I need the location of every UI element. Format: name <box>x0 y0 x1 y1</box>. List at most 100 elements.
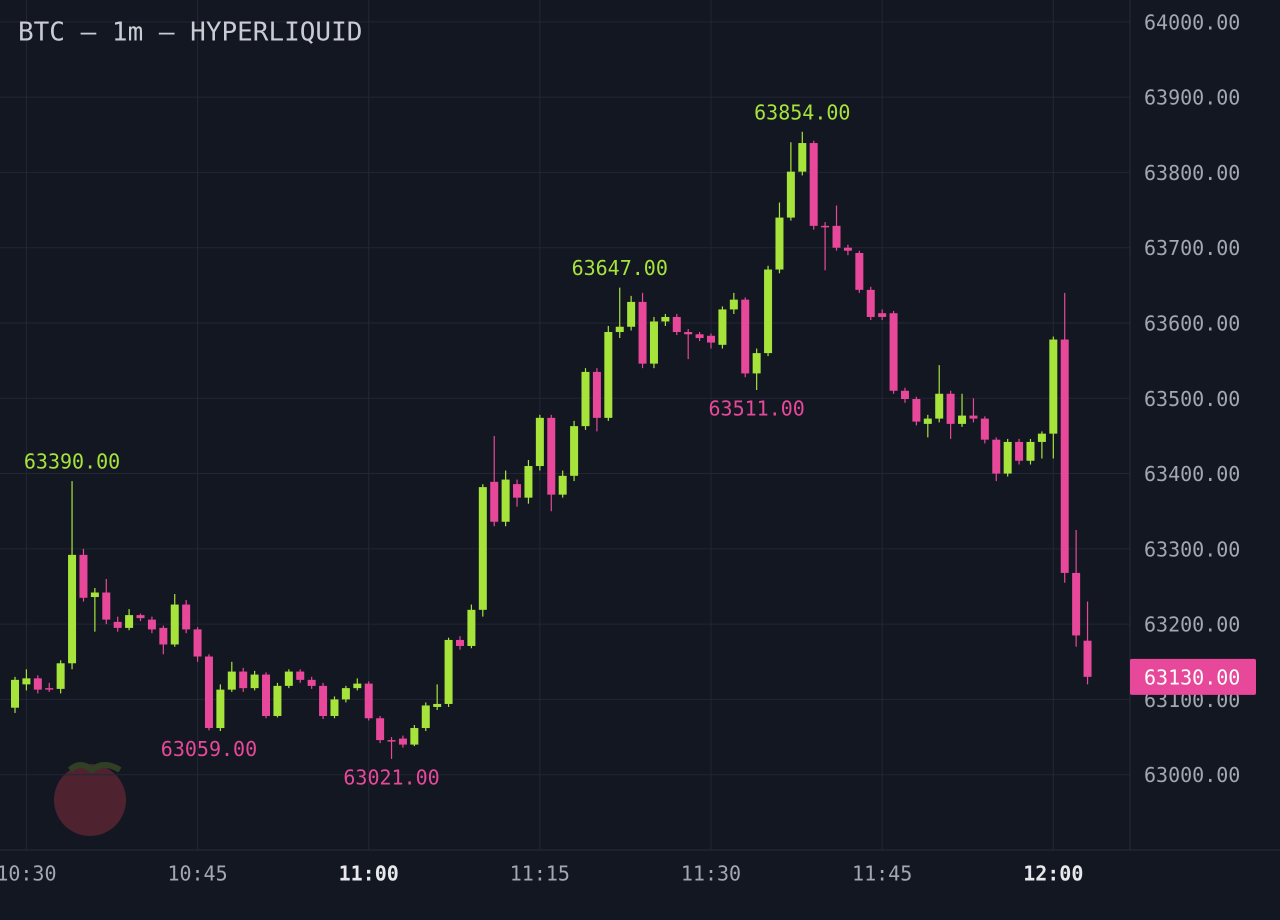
candle-body <box>832 225 841 248</box>
candle-body <box>581 371 590 427</box>
candle-body <box>969 415 978 419</box>
candle-body <box>45 688 54 690</box>
y-tick-label: 63500.00 <box>1144 387 1240 411</box>
last-price-tag <box>1130 658 1256 695</box>
candle-body <box>33 678 42 690</box>
x-tick-label: 11:30 <box>681 862 741 886</box>
candle-body <box>547 417 556 495</box>
candle-body <box>193 629 202 657</box>
candle-body <box>79 554 88 598</box>
candle-body <box>741 299 750 374</box>
y-tick-label: 63800.00 <box>1144 161 1240 185</box>
y-tick-label: 63700.00 <box>1144 236 1240 260</box>
y-tick-label: 63000.00 <box>1144 763 1240 787</box>
x-tick-label: 11:00 <box>339 862 399 886</box>
candle-body <box>729 299 738 310</box>
candle-body <box>935 393 944 419</box>
candle-body <box>364 683 373 719</box>
candle-body <box>421 705 430 729</box>
candle-body <box>125 615 134 628</box>
candle-body <box>946 393 955 424</box>
candle-body <box>900 390 909 400</box>
extreme-label: 63511.00 <box>708 396 804 420</box>
candle-body <box>764 269 773 354</box>
candle-body <box>444 639 453 704</box>
candle-body <box>376 718 385 741</box>
candle-body <box>216 689 225 729</box>
candle-body <box>1049 339 1058 434</box>
last-price-label: 63130.00 <box>1144 665 1240 689</box>
candle-body <box>627 301 636 327</box>
candle-body <box>923 418 932 424</box>
candle-body <box>341 688 350 700</box>
candle-body <box>182 604 191 630</box>
candle-body <box>843 247 852 251</box>
y-tick-label: 63400.00 <box>1144 462 1240 486</box>
candle-body <box>273 685 282 716</box>
candle-body <box>535 417 544 467</box>
extreme-label: 63854.00 <box>754 100 850 124</box>
candle-body <box>878 313 887 317</box>
candle-body <box>809 143 818 226</box>
candle-body <box>90 592 99 598</box>
candle-body <box>204 656 213 729</box>
chart-title: BTC — 1m — HYPERLIQUID <box>18 18 362 48</box>
candle-body <box>410 728 419 745</box>
extreme-label: 63021.00 <box>343 765 439 789</box>
candle-body <box>250 674 259 689</box>
candle-body <box>866 289 875 317</box>
grid <box>0 0 1130 850</box>
candle-body <box>113 621 122 628</box>
candle-body <box>239 671 248 689</box>
candle-body <box>889 313 898 391</box>
candle-body <box>478 487 487 610</box>
candle-body <box>524 466 533 498</box>
candle-body <box>615 326 624 333</box>
candle-body <box>592 371 601 418</box>
candle-body <box>170 604 179 645</box>
candle-body <box>707 335 716 343</box>
candle-body <box>262 674 271 716</box>
candle-body <box>319 685 328 716</box>
candle-body <box>912 399 921 422</box>
candle-body <box>490 481 499 522</box>
candle-body <box>1060 339 1069 573</box>
candle-body <box>1026 441 1035 461</box>
x-tick-label: 11:15 <box>510 862 570 886</box>
extreme-label: 63059.00 <box>161 737 257 761</box>
candle-body <box>638 301 647 364</box>
x-tick-label: 10:45 <box>167 862 227 886</box>
candle-body <box>570 426 579 476</box>
candle-body <box>1015 441 1024 461</box>
candle-body <box>980 418 989 440</box>
candle-body <box>1003 441 1012 474</box>
candle-body <box>1083 640 1092 677</box>
y-tick-label: 63900.00 <box>1144 86 1240 110</box>
candle-body <box>798 143 807 172</box>
x-tick-label: 11:45 <box>852 862 912 886</box>
y-tick-label: 63200.00 <box>1144 613 1240 637</box>
candle-body <box>467 609 476 646</box>
candle-body <box>786 171 795 218</box>
candle-body <box>661 316 670 322</box>
candle-body <box>1037 433 1046 442</box>
x-tick-label: 10:30 <box>0 862 57 886</box>
candle-body <box>136 615 145 619</box>
candle-body <box>752 353 761 374</box>
candle-body <box>398 738 407 745</box>
candle-body <box>695 334 704 339</box>
candle-body <box>855 252 864 290</box>
candle-body <box>159 627 168 645</box>
candle-body <box>387 740 396 742</box>
candle-body <box>821 225 830 228</box>
candle-body <box>147 619 156 630</box>
candle-body <box>353 683 362 689</box>
candle-body <box>558 475 567 495</box>
extreme-label: 63390.00 <box>24 450 120 474</box>
candle-body <box>455 639 464 646</box>
candle-body <box>992 439 1001 474</box>
candle-body <box>501 479 510 522</box>
candle-body <box>102 592 111 620</box>
